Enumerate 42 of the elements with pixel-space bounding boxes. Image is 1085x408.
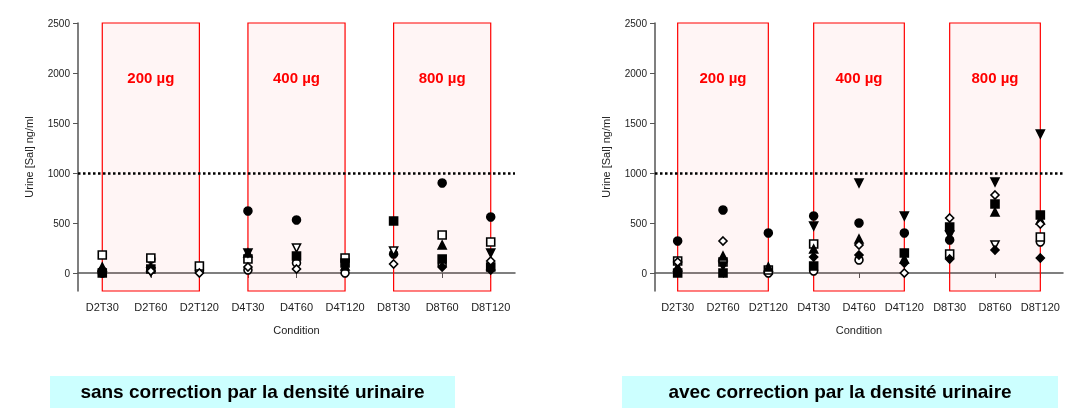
y-tick-label: 1500 [47,117,71,129]
y-tick-label: 2000 [624,67,648,79]
x-tick-label: D4T60 [842,300,876,313]
x-tick-label: D2T60 [134,300,168,313]
y-tick-label: 2500 [624,17,648,29]
x-tick-label: D2T30 [661,300,695,313]
y-axis-title: Urine [Sal] ng/ml [22,116,35,198]
x-axis-title: Condition [835,323,883,336]
band-label: 400 µg [835,69,883,87]
x-tick-label: D8T30 [377,300,411,313]
band-label: 800 µg [418,69,466,87]
y-tick-label: 2000 [47,67,71,79]
x-tick-label: D4T30 [797,300,831,313]
x-tick-label: D8T60 [978,300,1012,313]
x-tick-label: D2T120 [179,300,219,313]
y-tick-label: 0 [64,267,71,279]
band-label: 200 µg [127,69,175,87]
band-label: 800 µg [971,69,1019,87]
x-axis-title: Condition [273,323,320,336]
band-label: 200 µg [699,69,747,87]
y-tick-label: 1000 [47,167,71,179]
y-tick-label: 2500 [47,17,71,29]
y-tick-label: 0 [641,267,648,279]
x-tick-label: D4T60 [279,300,314,313]
text: avec correction par la densité urinaire [622,376,1058,408]
y-axis-title: Urine [Sal] ng/ml [599,116,612,198]
x-tick-label: D4T120 [325,300,365,313]
x-tick-label: D8T120 [1020,300,1060,313]
text: sans correction par la densité urinaire [50,376,455,408]
y-tick-label: 500 [53,217,71,229]
x-tick-label: D8T120 [471,300,511,313]
y-tick-label: 1500 [624,117,648,129]
y-tick-label: 1000 [624,167,648,179]
x-tick-label: D2T30 [85,300,119,313]
y-tick-label: 500 [630,217,648,229]
x-tick-label: D8T60 [425,300,459,313]
x-tick-label: D4T30 [231,300,265,313]
x-tick-label: D4T120 [884,300,924,313]
x-tick-label: D2T60 [706,300,740,313]
band-label: 400 µg [273,69,320,87]
x-tick-label: D2T120 [748,300,788,313]
x-tick-label: D8T30 [933,300,967,313]
